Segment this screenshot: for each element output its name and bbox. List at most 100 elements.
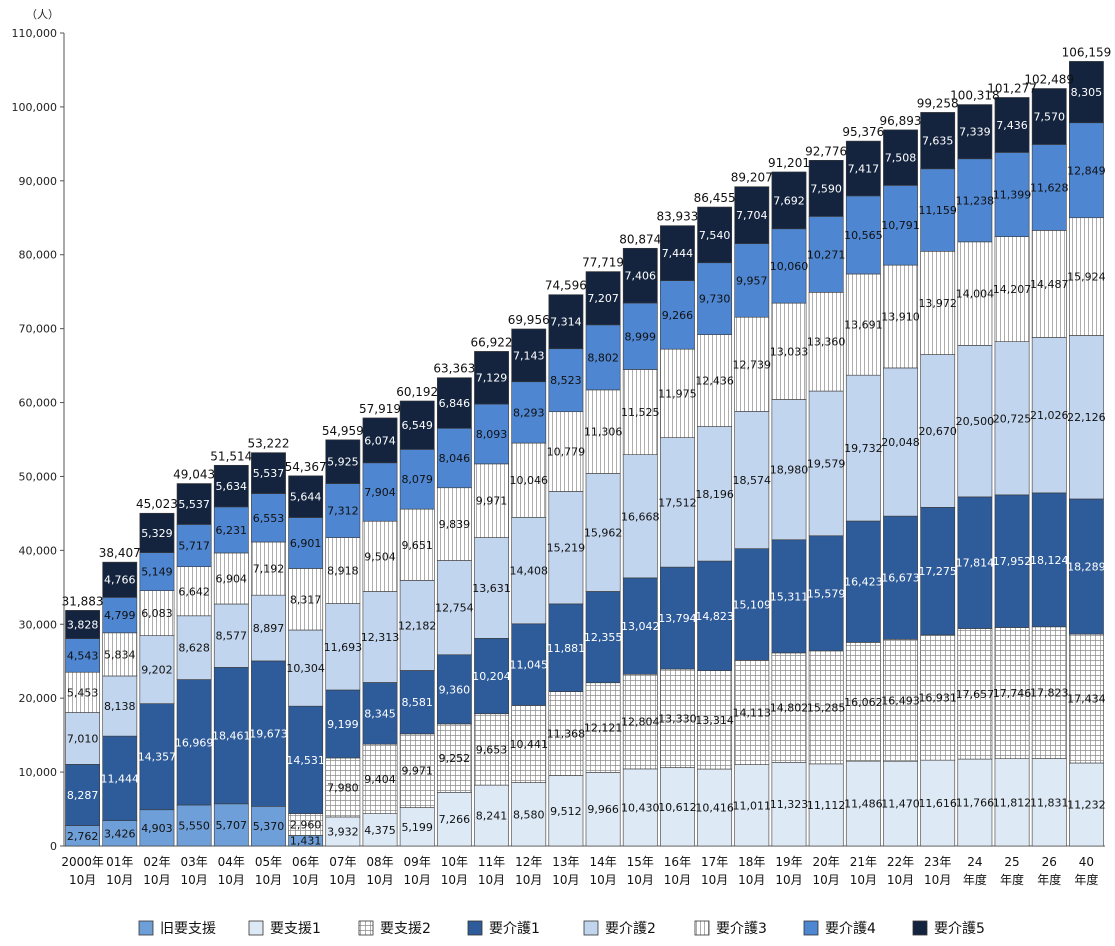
x-tick-label: 10月 [218, 873, 245, 887]
total-label: 102,489 [1024, 73, 1074, 87]
bar-segment [548, 603, 584, 692]
total-label: 91,201 [768, 156, 810, 170]
segment-value-label: 8,577 [216, 630, 248, 643]
segment-value-label: 10,046 [509, 474, 548, 487]
x-tick-label: 年度 [963, 872, 987, 887]
bar-segment [734, 411, 770, 549]
segment-value-label: 8,580 [513, 808, 545, 821]
bar-segment [994, 494, 1030, 628]
bar-segment [511, 381, 547, 444]
segment-value-label: 17,512 [658, 496, 697, 509]
segment-value-label: 11,628 [1030, 181, 1069, 194]
total-label: 96,893 [880, 114, 922, 128]
total-label: 38,407 [99, 546, 141, 560]
bar-segment [399, 449, 435, 510]
y-tick-label: 60,000 [19, 397, 58, 410]
bar-segment [399, 580, 435, 671]
segment-value-label: 18,980 [770, 464, 809, 477]
bar-segment [845, 140, 881, 197]
segment-value-label: 5,453 [67, 686, 99, 699]
segment-value-label: 3,828 [67, 619, 99, 632]
segment-value-label: 11,881 [547, 642, 586, 655]
x-tick-label: 09年 [404, 855, 431, 869]
segment-value-label: 3,932 [327, 825, 359, 838]
bar-segment [139, 552, 175, 591]
segment-value-label: 11,238 [956, 194, 995, 207]
x-tick-label: 2000年 [61, 855, 104, 869]
total-label: 66,922 [471, 335, 513, 349]
bar-segment [845, 760, 881, 847]
segment-value-label: 12,313 [361, 631, 400, 644]
segment-value-label: 4,903 [141, 822, 173, 835]
x-tick-label: 10月 [292, 873, 319, 887]
segment-value-label: 10,565 [844, 229, 883, 242]
segment-value-label: 17,823 [1030, 687, 1069, 700]
segment-value-label: 8,287 [67, 789, 99, 802]
segment-value-label: 13,972 [918, 297, 957, 310]
x-tick-label: 10月 [887, 873, 914, 887]
legend-label: 要支援2 [380, 921, 431, 937]
segment-value-label: 15,219 [547, 542, 586, 555]
bar-segment [548, 348, 584, 413]
bar-segment [399, 733, 435, 808]
segment-value-label: 11,693 [324, 641, 363, 654]
segment-value-label: 12,849 [1067, 164, 1106, 177]
bar-segment [139, 512, 175, 553]
segment-value-label: 6,901 [290, 537, 322, 550]
segment-value-label: 16,493 [881, 694, 920, 707]
segment-value-label: 7,444 [662, 247, 694, 260]
bar-segment [251, 541, 286, 596]
segment-value-label: 5,537 [253, 467, 285, 480]
bar-segment [362, 813, 398, 847]
bar-segment [622, 673, 658, 770]
bar-segment [362, 743, 398, 814]
legend: 旧要支援 要支援1 要支援2 要介護1 要介護2 要介護3 要介護4 要介護5 [138, 920, 985, 937]
segment-value-label: 21,026 [1030, 409, 1069, 422]
bar-segment [920, 112, 956, 170]
bar-segment [697, 262, 733, 335]
bar-segment [176, 679, 212, 806]
segment-value-label: 7,704 [736, 209, 768, 222]
segment-value-label: 11,011 [733, 799, 772, 812]
x-tick-label: 年度 [1037, 872, 1061, 887]
bar-segment [920, 759, 956, 847]
y-tick-label: 10,000 [19, 766, 58, 779]
bar-segment [474, 463, 509, 538]
segment-value-label: 4,543 [67, 649, 99, 662]
segment-value-label: 9,360 [439, 683, 471, 696]
segment-value-label: 11,306 [584, 426, 623, 439]
bar-segment [622, 454, 658, 579]
bar-segment [362, 591, 398, 683]
segment-value-label: 8,999 [625, 330, 657, 343]
legend-swatch [912, 920, 928, 936]
segment-value-label: 5,199 [401, 821, 433, 834]
segment-value-label: 10,204 [472, 670, 511, 683]
segment-value-label: 11,112 [807, 799, 846, 812]
total-label: 95,376 [842, 125, 884, 139]
bar-segment [399, 400, 435, 450]
bar-segment [734, 764, 770, 847]
bar-segment [994, 758, 1030, 847]
segment-value-label: 7,406 [625, 270, 657, 283]
segment-value-label: 16,668 [621, 510, 660, 523]
segment-value-label: 6,074 [364, 434, 396, 447]
segment-value-label: 8,138 [104, 700, 136, 713]
bar-segment [65, 671, 100, 713]
bar-segment [1069, 633, 1104, 764]
bar-segment [808, 535, 844, 652]
segment-value-label: 7,129 [476, 372, 508, 385]
bar-segment [176, 524, 212, 568]
legend-swatch [467, 920, 483, 936]
bar-segment [660, 437, 695, 568]
segment-value-label: 20,500 [956, 415, 995, 428]
segment-value-label: 12,754 [435, 602, 474, 615]
bar-segment [883, 367, 918, 517]
bar-segment [957, 104, 993, 160]
x-tick-label: 20年 [813, 855, 840, 869]
segment-value-label: 9,202 [141, 664, 173, 677]
bar-segment [697, 206, 733, 264]
segment-value-label: 17,746 [993, 687, 1032, 700]
segment-value-label: 7,904 [364, 486, 396, 499]
segment-value-label: 15,285 [807, 701, 846, 714]
